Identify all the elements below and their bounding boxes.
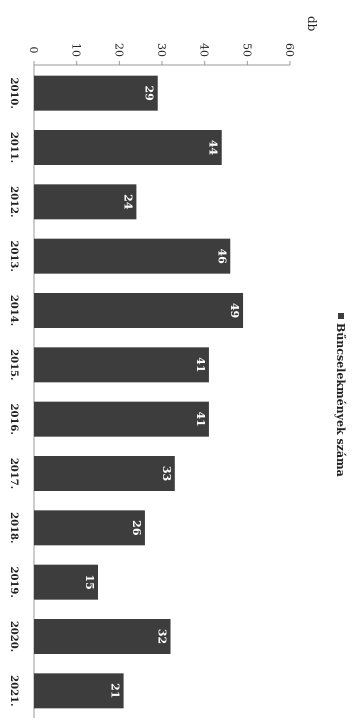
data-label: 32 [156,629,169,644]
category-label: 2011. [8,132,19,163]
data-label: 49 [228,303,241,318]
data-label: 41 [194,357,207,372]
category-label: 2020. [8,621,19,652]
bar [34,130,222,165]
category-label: 2012. [8,186,19,217]
bar [34,75,158,111]
value-tick-label: 50 [240,43,253,57]
bar [34,456,175,491]
value-tick-label: 0 [27,47,40,54]
value-tick-label: 60 [283,43,296,57]
value-tick-label: 20 [112,43,125,57]
value-tick-label: 30 [155,43,168,57]
category-label: 2021. [8,675,19,706]
data-label: 44 [207,140,220,156]
value-tick-label: 40 [198,43,211,57]
category-label: 2010. [8,78,19,109]
category-label: 2019. [8,567,19,598]
bar [34,238,231,274]
category-label: 2013. [8,241,19,272]
data-label: 15 [83,575,96,590]
category-label: 2017. [8,458,19,489]
category-label: 2014. [8,295,19,326]
value-axis: 0 10 20 30 40 50 60 [27,43,296,66]
data-label: 33 [160,466,173,481]
data-label: 41 [194,412,207,427]
bars: 29 44 24 46 49 41 41 33 26 15 32 21 [34,75,244,709]
data-label: 21 [109,683,122,698]
bar [34,293,244,328]
data-label: 26 [130,520,143,536]
bar [34,347,209,383]
data-label: 29 [143,86,156,101]
category-label: 2016. [8,404,19,435]
category-axis: 2010. 2011. 2012. 2013. 2014. 2015. 2016. 2017.… [8,65,35,718]
category-label: 2015. [8,349,19,380]
data-label: 24 [121,194,134,210]
bar [34,510,145,546]
bar [34,673,124,709]
category-label: 2018. [8,512,19,543]
bar [34,184,137,220]
legend-swatch [338,313,344,319]
bar [34,401,209,437]
value-tick-label: 10 [70,43,83,57]
data-label: 46 [215,249,228,265]
bar [34,619,171,654]
legend-label: Bűncselekmények száma [334,323,347,477]
legend: Bűncselekmények száma [334,313,347,477]
bar [34,564,98,600]
value-axis-unit: db [305,16,319,32]
